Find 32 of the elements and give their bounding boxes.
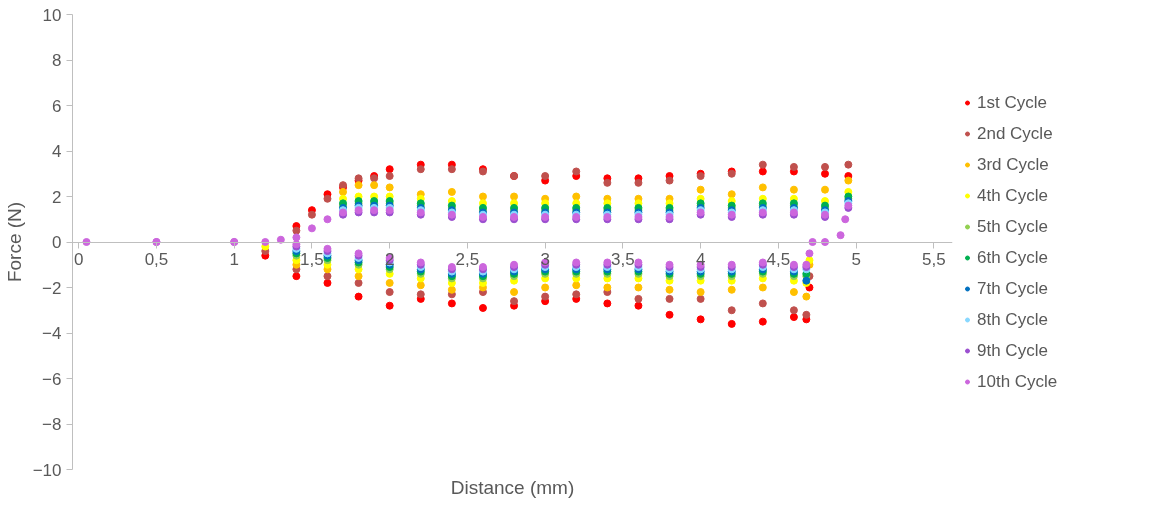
x-tick-label: 1	[229, 250, 239, 269]
legend-label: 9th Cycle	[977, 340, 1048, 360]
y-tick-label: −8	[42, 415, 62, 434]
x-tick-label: 2,5	[455, 250, 480, 269]
legend-label: 7th Cycle	[977, 278, 1048, 298]
x-tick-label: 4,5	[766, 250, 791, 269]
legend-label: 2nd Cycle	[977, 123, 1053, 143]
y-tick-label: −6	[42, 369, 62, 389]
y-axis-title: Force (N)	[3, 201, 25, 283]
legend-label: 5th Cycle	[977, 216, 1048, 236]
y-tick-label: 6	[52, 96, 62, 116]
legend-label: 1st Cycle	[977, 92, 1047, 112]
x-tick-label: 5,5	[922, 250, 946, 269]
legend-label: 3rd Cycle	[977, 154, 1049, 174]
x-tick-label: 0	[73, 250, 84, 269]
y-tick-label: 4	[52, 142, 62, 161]
x-tick-label: 1,5	[300, 250, 324, 269]
x-tick-label: 5	[851, 250, 861, 269]
legend-label: 6th Cycle	[977, 247, 1048, 267]
x-tick-label: 0,5	[144, 250, 169, 269]
legend-label: 4th Cycle	[977, 185, 1048, 205]
y-tick-label: 0	[52, 233, 62, 252]
y-tick-label: 2	[52, 187, 62, 207]
y-tick-label: 8	[52, 51, 62, 70]
y-tick-label: 10	[42, 5, 62, 25]
legend-label: 8th Cycle	[977, 309, 1048, 329]
x-axis-title: Distance (mm)	[450, 476, 575, 498]
x-tick-label: 3,5	[611, 250, 635, 269]
y-tick-label: −10	[32, 460, 62, 480]
legend-label: 10th Cycle	[977, 371, 1058, 391]
y-tick-label: −2	[42, 278, 62, 298]
y-tick-label: −4	[42, 324, 62, 343]
